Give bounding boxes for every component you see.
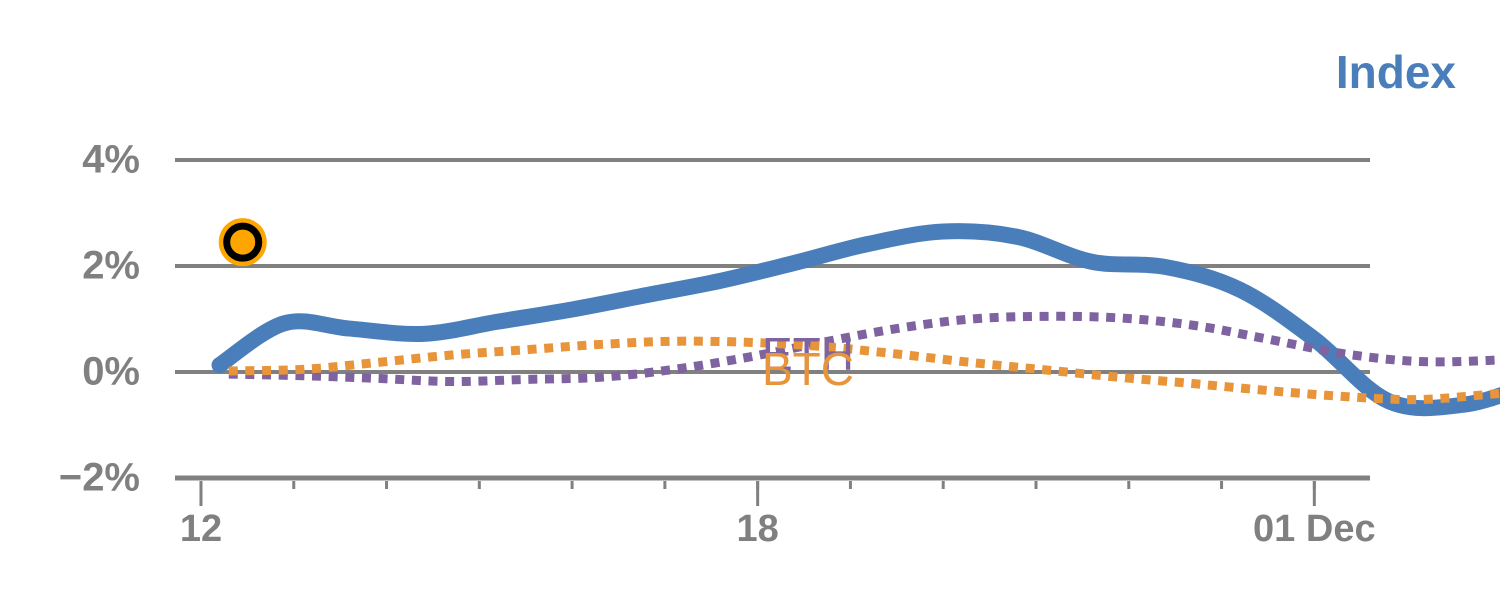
y-tick-label: 4%: [82, 138, 140, 182]
x-axis-group: [175, 475, 1370, 506]
series-line-btc: [228, 336, 1500, 405]
series-label-eth: ETH: [762, 328, 854, 380]
current-value-marker[interactable]: [218, 218, 267, 267]
gridlines-group: [175, 158, 1370, 480]
y-tick-label: 0%: [82, 350, 140, 394]
y-axis-labels: 4% 2% 0% −2%: [59, 138, 140, 500]
y-tick-label: −2%: [59, 456, 140, 500]
y-tick-label: 2%: [82, 244, 140, 288]
page-title: Index: [1336, 46, 1457, 98]
marker-ring-icon: [223, 222, 263, 262]
x-tick-label: 01 Dec: [1253, 508, 1376, 550]
x-tick-label: 12: [180, 508, 222, 550]
series-label-btc: BTC: [762, 343, 854, 395]
x-tick-label: 18: [737, 508, 779, 550]
series-group: [211, 223, 1500, 417]
series-line-index: [211, 223, 1500, 417]
series-line-eth: [228, 311, 1500, 387]
